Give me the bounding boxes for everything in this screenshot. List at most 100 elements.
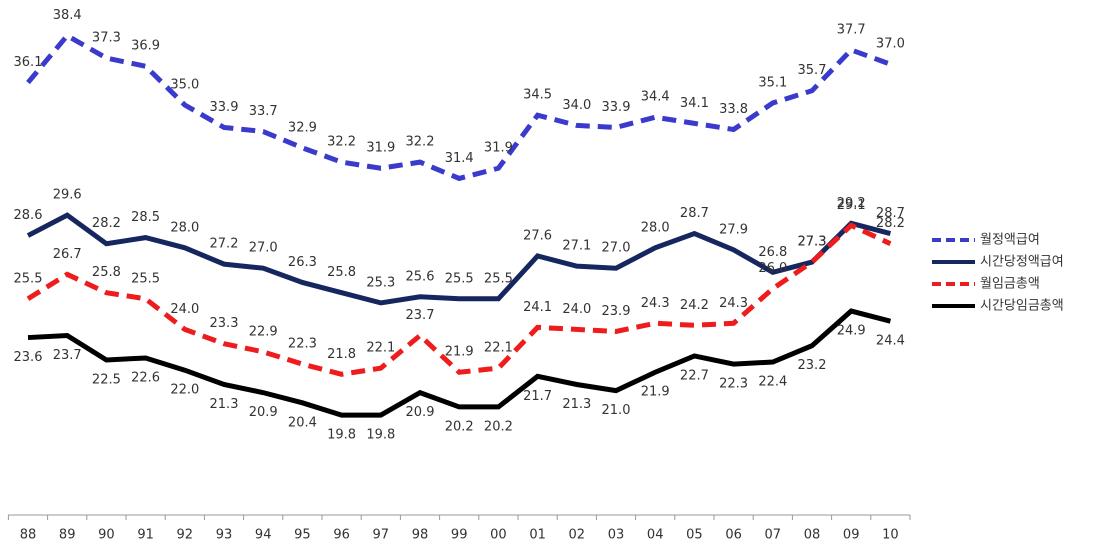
data-label: 23.3 (210, 316, 239, 331)
data-label: 33.7 (249, 104, 278, 119)
legend-label: 시간당임금총액 (980, 299, 1064, 314)
data-label: 29.6 (53, 188, 82, 203)
x-tick-label: 89 (59, 528, 76, 543)
data-label: 28.5 (131, 210, 160, 225)
data-label: 27.0 (249, 241, 278, 256)
data-label: 33.8 (719, 102, 748, 117)
data-label: 20.9 (406, 405, 435, 420)
data-label: 27.9 (719, 222, 748, 237)
data-label: 22.9 (249, 324, 278, 339)
x-tick-label: 01 (529, 528, 546, 543)
data-label: 25.5 (445, 271, 474, 286)
x-tick-label: 95 (294, 528, 311, 543)
data-label: 32.2 (406, 135, 435, 150)
data-label: 21.9 (641, 385, 670, 400)
data-label: 23.7 (406, 308, 435, 323)
data-label: 33.9 (602, 100, 631, 115)
x-tick-label: 98 (412, 528, 429, 543)
data-label: 23.2 (798, 358, 827, 373)
data-label: 19.8 (327, 428, 356, 443)
data-label: 34.1 (680, 96, 709, 111)
data-label: 27.2 (210, 237, 239, 252)
x-tick-label: 08 (804, 528, 821, 543)
data-label: 22.4 (758, 375, 787, 390)
data-label: 26.3 (288, 255, 317, 270)
data-label: 22.1 (366, 341, 395, 356)
data-label: 25.8 (327, 265, 356, 280)
x-tick-label: 05 (686, 528, 703, 543)
data-label: 27.3 (798, 235, 827, 250)
data-label: 21.0 (602, 403, 631, 418)
data-label: 38.4 (53, 8, 82, 23)
data-label: 24.4 (876, 334, 905, 349)
series-line (26, 222, 892, 377)
data-label: 26.0 (758, 261, 787, 276)
data-label: 20.9 (249, 405, 278, 420)
data-label: 31.9 (366, 141, 395, 156)
data-label: 24.9 (837, 324, 866, 339)
data-label: 27.3 (798, 235, 827, 250)
data-label: 23.9 (602, 304, 631, 319)
x-tick-label: 06 (725, 528, 742, 543)
data-label: 27.0 (602, 241, 631, 256)
data-label: 25.6 (406, 269, 435, 284)
x-tick-label: 02 (569, 528, 586, 543)
data-label: 22.3 (288, 337, 317, 352)
data-label: 22.0 (170, 383, 199, 398)
data-label: 31.9 (484, 141, 513, 156)
data-label: 23.7 (53, 348, 82, 363)
data-label: 22.6 (131, 370, 160, 385)
data-label: 37.7 (837, 22, 866, 37)
data-label: 20.2 (445, 419, 474, 434)
data-label: 28.6 (14, 208, 43, 223)
data-label: 33.9 (210, 100, 239, 115)
x-tick-label: 94 (255, 528, 272, 543)
data-label: 24.0 (170, 302, 199, 317)
x-tick-label: 10 (882, 528, 899, 543)
data-label: 22.1 (484, 341, 513, 356)
x-tick-label: 03 (608, 528, 625, 543)
data-label: 25.3 (366, 275, 395, 290)
data-label: 28.2 (92, 216, 121, 231)
data-label: 25.5 (14, 271, 43, 286)
legend-label: 월정액급여 (980, 233, 1040, 248)
data-label: 36.1 (14, 55, 43, 70)
data-label: 21.9 (445, 345, 474, 360)
x-tick-label: 07 (765, 528, 782, 543)
series-line (26, 212, 892, 306)
data-label: 35.7 (798, 63, 827, 78)
data-label: 28.7 (680, 206, 709, 221)
data-label: 27.1 (562, 239, 591, 254)
data-label: 29.1 (837, 198, 866, 213)
data-label: 24.3 (719, 296, 748, 311)
data-label: 28.7 (876, 206, 905, 221)
x-tick-label: 97 (373, 528, 390, 543)
data-label: 32.9 (288, 120, 317, 135)
data-label: 20.4 (288, 415, 317, 430)
data-label: 34.0 (562, 98, 591, 113)
data-label: 25.5 (484, 271, 513, 286)
data-label: 24.3 (641, 296, 670, 311)
data-label: 23.6 (14, 350, 43, 365)
x-tick-label: 91 (137, 528, 154, 543)
x-tick-label: 90 (98, 528, 115, 543)
data-label: 36.9 (131, 39, 160, 54)
data-label: 20.2 (484, 419, 513, 434)
data-label: 26.7 (53, 247, 82, 262)
x-tick-label: 04 (647, 528, 664, 543)
x-tick-label: 96 (333, 528, 350, 543)
data-label: 22.7 (680, 368, 709, 383)
data-label: 21.3 (210, 397, 239, 412)
data-label: 28.0 (641, 220, 670, 235)
x-tick-label: 00 (490, 528, 507, 543)
data-label: 24.2 (680, 298, 709, 313)
x-tick-label: 93 (216, 528, 233, 543)
data-label: 19.8 (366, 428, 395, 443)
data-label: 21.8 (327, 347, 356, 362)
data-label: 25.8 (92, 265, 121, 280)
x-tick-label: 09 (843, 528, 860, 543)
data-label: 31.4 (445, 151, 474, 166)
data-label: 35.0 (170, 78, 199, 93)
data-label: 25.5 (131, 271, 160, 286)
